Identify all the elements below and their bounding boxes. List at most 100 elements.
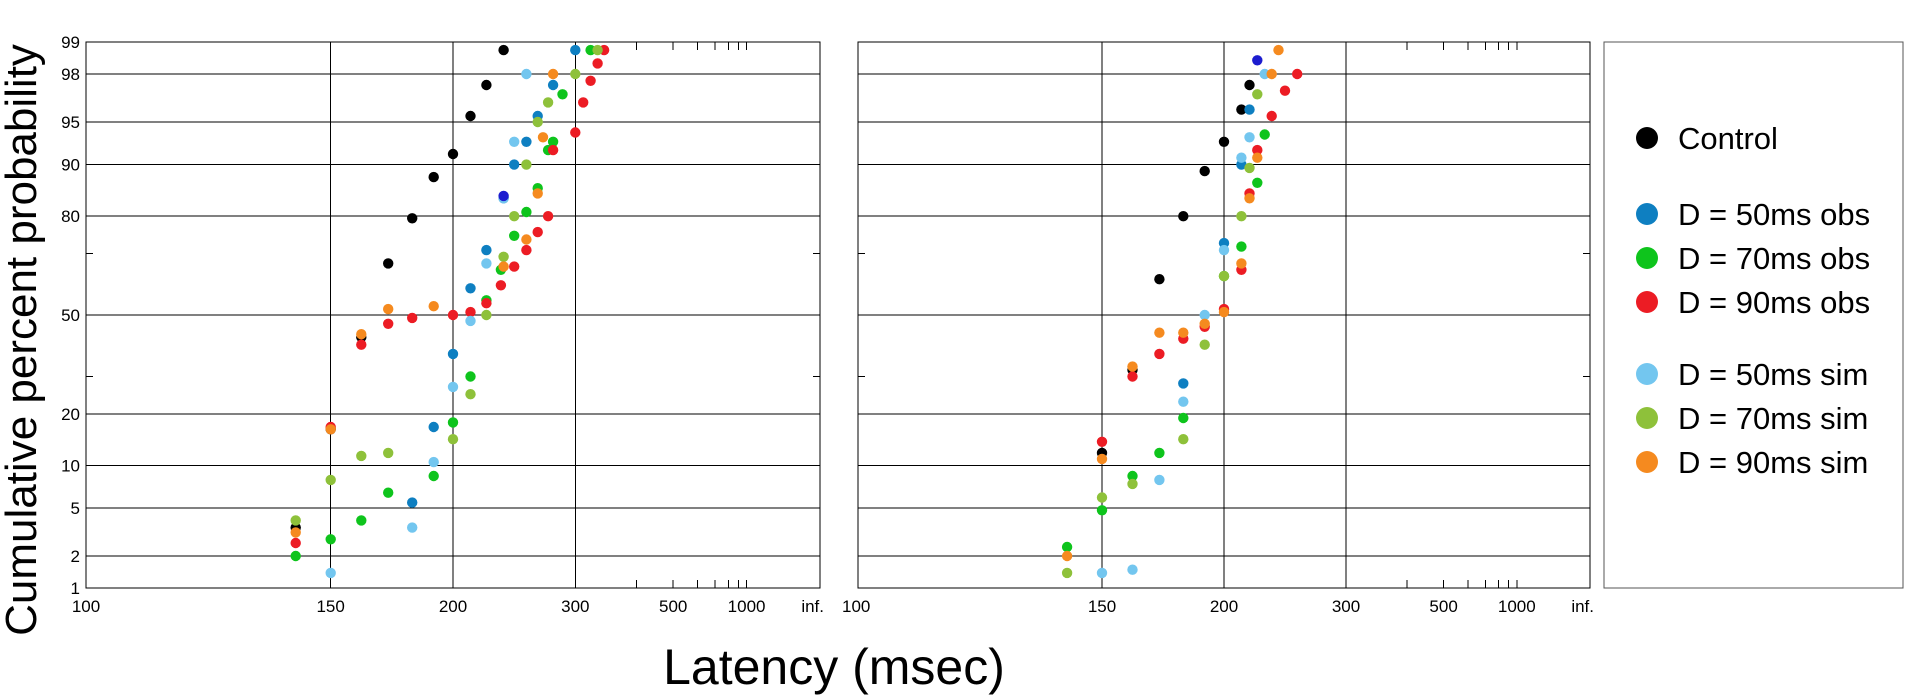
legend-item: D = 50ms obs <box>1636 197 1870 232</box>
data-point <box>547 79 559 91</box>
y-tick-label: 50 <box>61 306 80 325</box>
data-point <box>521 234 532 245</box>
data-point <box>1199 309 1210 321</box>
data-point <box>1061 567 1073 579</box>
data-point <box>532 226 543 238</box>
legend-item: D = 90ms obs <box>1636 285 1870 320</box>
data-point <box>1178 434 1189 445</box>
y-axis-label: Cumulative percent probability <box>0 44 46 636</box>
data-point <box>521 136 532 147</box>
x-tick-label: 1000 <box>728 597 766 616</box>
data-point <box>1096 567 1108 579</box>
legend-item: D = 70ms sim <box>1636 401 1868 436</box>
y-tick-label: 98 <box>61 65 80 84</box>
data-point <box>428 171 439 183</box>
y-tick-label: 1 <box>71 579 80 598</box>
data-point <box>592 58 603 69</box>
data-point <box>325 534 336 545</box>
data-point <box>1178 327 1189 338</box>
legend-marker <box>1636 451 1658 473</box>
data-point <box>1127 478 1138 490</box>
data-point <box>383 447 394 459</box>
series-control <box>1096 79 1255 459</box>
y-tick-label: 2 <box>71 547 80 566</box>
y-tick-label: 90 <box>61 156 80 175</box>
data-point <box>428 301 439 312</box>
data-point <box>383 487 394 498</box>
data-point <box>1127 470 1138 482</box>
data-point <box>578 97 589 108</box>
y-tick-label: 80 <box>61 207 80 226</box>
data-point <box>1273 44 1284 56</box>
data-point <box>356 339 367 350</box>
legend-item: D = 50ms sim <box>1636 357 1868 392</box>
data-point <box>1252 177 1263 188</box>
data-point <box>1244 162 1255 174</box>
y-tick-label: 20 <box>61 405 80 424</box>
data-point <box>1236 211 1247 222</box>
legend-label: D = 90ms sim <box>1678 445 1868 480</box>
x-tick-label: 500 <box>659 597 687 616</box>
legend: Control D = 50ms obs D = 70ms obs D = 90ms … <box>1603 41 1904 589</box>
legend-marker <box>1636 363 1658 385</box>
legend-label: D = 90ms obs <box>1678 285 1870 320</box>
data-point <box>1266 110 1277 122</box>
data-point <box>570 127 581 138</box>
data-point-highlight <box>1252 55 1263 66</box>
x-tick-label: 300 <box>561 597 589 616</box>
data-point <box>447 309 459 321</box>
data-point <box>465 389 476 400</box>
data-point <box>521 159 532 170</box>
x-tick-label: 300 <box>1332 597 1360 616</box>
x-tick-label: 500 <box>1429 597 1457 616</box>
legend-item: D = 70ms obs <box>1636 241 1870 276</box>
panel-right-scatter: 100 150 200 300 500 1000 inf. <box>842 41 1594 616</box>
panel-left-scatter: 1 2 5 10 20 50 80 90 95 98 99 100 150 200 300 500 1000 in… <box>61 33 824 616</box>
data-point <box>1178 412 1189 424</box>
data-point <box>1178 396 1189 407</box>
data-point <box>532 116 543 128</box>
data-point <box>325 474 336 486</box>
data-point <box>290 537 301 549</box>
data-point <box>447 381 459 393</box>
x-tick-label: 100 <box>842 597 870 616</box>
data-point <box>547 68 559 80</box>
data-point <box>1154 348 1165 360</box>
data-point <box>521 206 532 218</box>
data-point <box>1218 244 1230 256</box>
data-point <box>1199 165 1210 177</box>
data-point <box>1127 371 1138 382</box>
legend-marker <box>1636 247 1658 269</box>
data-point <box>521 68 532 80</box>
data-point <box>557 89 568 100</box>
x-axis-label: Latency (msec) <box>663 639 1005 695</box>
data-point <box>1178 378 1189 389</box>
data-point <box>1266 68 1277 80</box>
legend-label: D = 70ms sim <box>1678 401 1868 436</box>
data-point <box>1096 436 1108 447</box>
x-tick-label: 200 <box>1210 597 1238 616</box>
x-tick-label: 200 <box>439 597 467 616</box>
data-point <box>1218 136 1230 147</box>
legend-item: D = 90ms sim <box>1636 445 1868 480</box>
data-point <box>447 348 459 360</box>
series-d-70ms-obs <box>1061 129 1270 553</box>
x-tick-label: 1000 <box>1498 597 1536 616</box>
data-point <box>1154 274 1165 285</box>
data-point <box>509 159 520 170</box>
data-point <box>1127 564 1138 575</box>
data-point <box>532 188 543 199</box>
data-point <box>407 497 418 508</box>
data-point <box>356 329 367 340</box>
data-point <box>447 148 459 160</box>
data-point <box>498 261 509 272</box>
data-point <box>465 371 476 382</box>
legend-item: Control <box>1636 121 1778 156</box>
data-point <box>407 213 418 224</box>
data-point <box>542 97 554 108</box>
data-point <box>509 211 520 222</box>
legend-label: D = 50ms obs <box>1678 197 1870 232</box>
data-point <box>1259 129 1270 140</box>
data-point <box>1244 132 1255 143</box>
